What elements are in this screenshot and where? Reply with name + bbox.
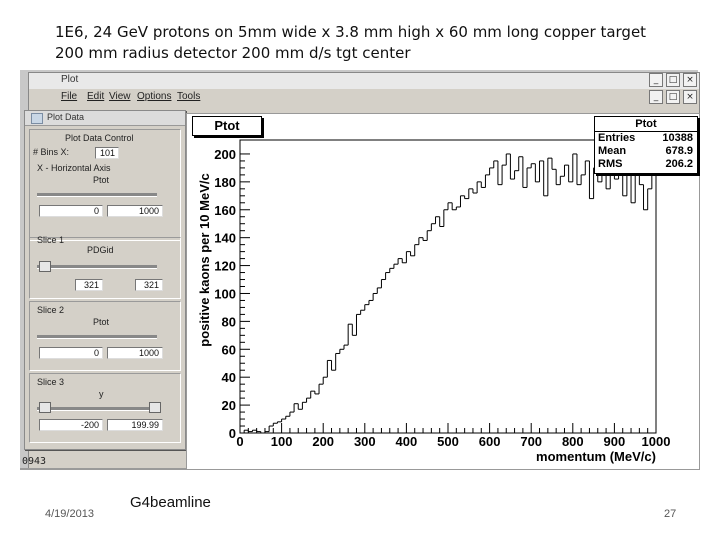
slice3-label: Slice 3 <box>37 377 65 387</box>
inner-restore-button[interactable]: □ <box>666 90 680 104</box>
menu-view[interactable]: View <box>109 91 131 102</box>
horizontal-axis-variable[interactable]: Ptot <box>93 175 110 185</box>
slide-title: 1E6, 24 GeV protons on 5mm wide x 3.8 mm… <box>55 22 646 64</box>
footer-page-number: 27 <box>664 508 677 520</box>
slice1-max[interactable]: 321 <box>135 279 163 291</box>
menu-options[interactable]: Options <box>137 91 172 102</box>
plot-window-titlebar[interactable]: Plot _ □ × <box>29 73 699 89</box>
stats-row-entries: Entries 10388 <box>598 132 693 145</box>
plot-data-titlebar[interactable]: Plot Data <box>25 111 185 126</box>
slice3-variable[interactable]: y <box>99 389 104 399</box>
slice3-max[interactable]: 199.99 <box>107 419 163 431</box>
menu-edit[interactable]: Edit <box>87 91 105 102</box>
window-icon <box>31 113 43 124</box>
stats-box: Ptot Entries 10388 Mean 678.9 RMS 206.2 <box>594 116 698 174</box>
inner-minimize-button[interactable]: _ <box>649 90 663 104</box>
stats-key: RMS <box>598 158 623 170</box>
slide-title-line2: 200 mm radius detector 200 mm d/s tgt ce… <box>55 44 411 62</box>
plot-data-control-group <box>29 129 181 241</box>
horizontal-axis-label: X - Horizontal Axis <box>37 163 111 173</box>
slice3-slider-thumb-left[interactable] <box>39 402 51 413</box>
minimize-button[interactable]: _ <box>649 73 663 87</box>
slice2-max[interactable]: 1000 <box>107 347 163 359</box>
horizontal-axis-slider[interactable] <box>37 193 157 197</box>
close-button[interactable]: × <box>683 73 697 87</box>
histogram-title: Ptot <box>192 116 262 136</box>
slice1-variable[interactable]: PDGid <box>87 245 114 255</box>
stats-value: 678.9 <box>665 145 693 157</box>
slice1-slider[interactable] <box>37 265 157 269</box>
slice1-label: Slice 1 <box>37 235 65 245</box>
slice3-slider-thumb-right[interactable] <box>149 402 161 413</box>
inner-close-button[interactable]: × <box>683 90 697 104</box>
stats-row-mean: Mean 678.9 <box>598 145 693 158</box>
horizontal-axis-max[interactable]: 1000 <box>107 205 163 217</box>
menu-bar: File Edit View Options Tools <box>29 90 699 104</box>
plot-data-panel: Plot Data Plot Data Control # Bins X: 10… <box>24 110 186 450</box>
bins-input[interactable]: 101 <box>95 147 119 159</box>
slice2-variable[interactable]: Ptot <box>93 317 110 327</box>
slice3-min[interactable]: -200 <box>39 419 103 431</box>
footer-center: G4beamline <box>130 494 211 511</box>
slice2-group <box>29 301 181 371</box>
menu-file[interactable]: File <box>61 91 78 102</box>
stats-key: Mean <box>598 145 627 157</box>
slice1-min[interactable]: 321 <box>75 279 103 291</box>
stats-key: Entries <box>598 132 636 144</box>
maximize-button[interactable]: □ <box>666 73 680 87</box>
plot-window-title: Plot <box>61 74 79 85</box>
stats-value: 206.2 <box>665 158 693 170</box>
stats-name: Ptot <box>595 117 697 132</box>
slice1-group <box>29 237 181 299</box>
slice2-min[interactable]: 0 <box>39 347 103 359</box>
slice2-label: Slice 2 <box>37 305 65 315</box>
stats-row-rms: RMS 206.2 <box>598 158 693 171</box>
plot-data-title: Plot Data <box>47 112 85 122</box>
bins-label: # Bins X: <box>33 147 70 157</box>
slice3-slider[interactable] <box>37 407 157 411</box>
menu-tools[interactable]: Tools <box>177 91 201 102</box>
slide-title-line1: 1E6, 24 GeV protons on 5mm wide x 3.8 mm… <box>55 23 647 41</box>
status-code: 0943 <box>22 456 47 467</box>
slice3-group <box>29 373 181 443</box>
stats-value: 10388 <box>662 132 693 144</box>
plot-data-control-label: Plot Data Control <box>65 133 134 143</box>
horizontal-axis-min[interactable]: 0 <box>39 205 103 217</box>
footer-date: 4/19/2013 <box>45 508 94 520</box>
slice2-slider[interactable] <box>37 335 157 339</box>
slice1-slider-thumb[interactable] <box>39 261 51 272</box>
